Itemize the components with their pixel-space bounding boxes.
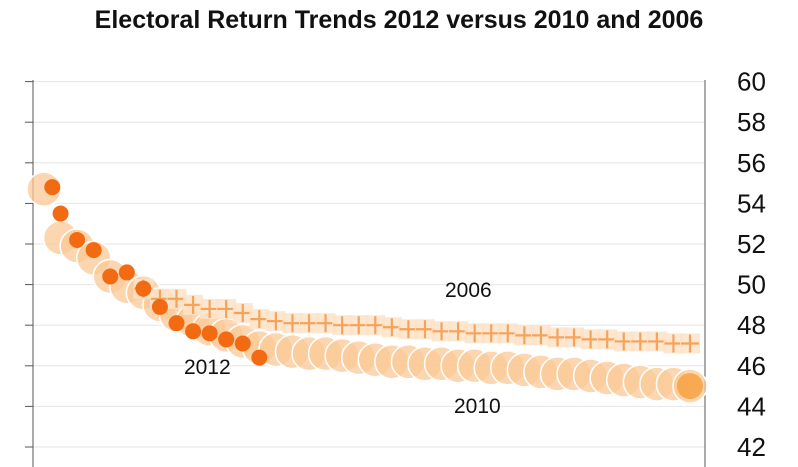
point-2006 bbox=[348, 315, 369, 336]
y-tick-label: 50 bbox=[737, 270, 766, 300]
point-2006 bbox=[183, 294, 204, 315]
point-2006 bbox=[580, 329, 601, 350]
point-2006 bbox=[630, 331, 651, 352]
point-2012 bbox=[151, 298, 168, 315]
point-2006 bbox=[315, 313, 336, 334]
point-2006 bbox=[265, 311, 286, 332]
chart-title: Electoral Return Trends 2012 versus 2010… bbox=[94, 6, 704, 34]
point-2006 bbox=[646, 331, 667, 352]
annotation-2012: 2012 bbox=[184, 356, 231, 379]
point-2006 bbox=[332, 315, 353, 336]
annotation-2010: 2010 bbox=[454, 395, 501, 418]
point-2012 bbox=[168, 315, 185, 332]
point-2006 bbox=[199, 298, 220, 319]
point-2006 bbox=[282, 313, 303, 334]
point-2012 bbox=[102, 268, 119, 285]
point-2012 bbox=[118, 264, 135, 281]
y-tick-label: 48 bbox=[737, 310, 766, 340]
point-2006 bbox=[448, 321, 469, 342]
point-2012 bbox=[85, 242, 102, 259]
point-2006 bbox=[481, 323, 502, 344]
point-2012 bbox=[69, 231, 86, 248]
point-2006 bbox=[398, 319, 419, 340]
y-tick-label: 58 bbox=[737, 107, 766, 137]
point-2012 bbox=[218, 331, 235, 348]
point-2006 bbox=[232, 303, 253, 324]
annotations: 2006 2012 2010 bbox=[184, 279, 501, 418]
y-tick-label: 46 bbox=[737, 351, 766, 381]
point-2006 bbox=[613, 331, 634, 352]
y-tick-label: 42 bbox=[737, 432, 766, 462]
point-2006 bbox=[530, 325, 551, 346]
point-2012 bbox=[234, 335, 251, 352]
point-2006 bbox=[464, 323, 485, 344]
point-2006 bbox=[216, 298, 237, 319]
series-2012 bbox=[44, 179, 268, 366]
point-2006 bbox=[381, 317, 402, 338]
y-tick-label: 54 bbox=[737, 188, 766, 218]
point-2006 bbox=[249, 309, 270, 330]
point-2006 bbox=[414, 319, 435, 340]
point-2006 bbox=[663, 333, 684, 354]
point-2012 bbox=[201, 325, 218, 342]
point-2006 bbox=[299, 313, 320, 334]
point-2010-last bbox=[677, 373, 703, 400]
point-2006 bbox=[514, 325, 535, 346]
y-axis-ticks: 42 44 46 48 50 52 54 56 58 60 bbox=[25, 67, 766, 462]
point-2006 bbox=[597, 329, 618, 350]
point-2006 bbox=[547, 327, 568, 348]
point-2012 bbox=[251, 349, 268, 366]
y-tick-label: 56 bbox=[737, 148, 766, 178]
series-2010 bbox=[26, 171, 708, 404]
point-2012 bbox=[52, 205, 69, 222]
point-2006 bbox=[497, 323, 518, 344]
point-2006 bbox=[431, 321, 452, 342]
y-tick-label: 44 bbox=[737, 391, 766, 421]
point-2012 bbox=[135, 280, 152, 297]
annotation-2006: 2006 bbox=[445, 279, 492, 302]
point-2012 bbox=[185, 323, 202, 340]
point-2006 bbox=[680, 333, 700, 354]
y-tick-label: 60 bbox=[737, 67, 766, 97]
point-2006 bbox=[564, 327, 585, 348]
y-tick-label: 52 bbox=[737, 229, 766, 259]
point-2006 bbox=[166, 288, 187, 309]
point-2006 bbox=[365, 315, 386, 336]
point-2012 bbox=[44, 179, 61, 196]
